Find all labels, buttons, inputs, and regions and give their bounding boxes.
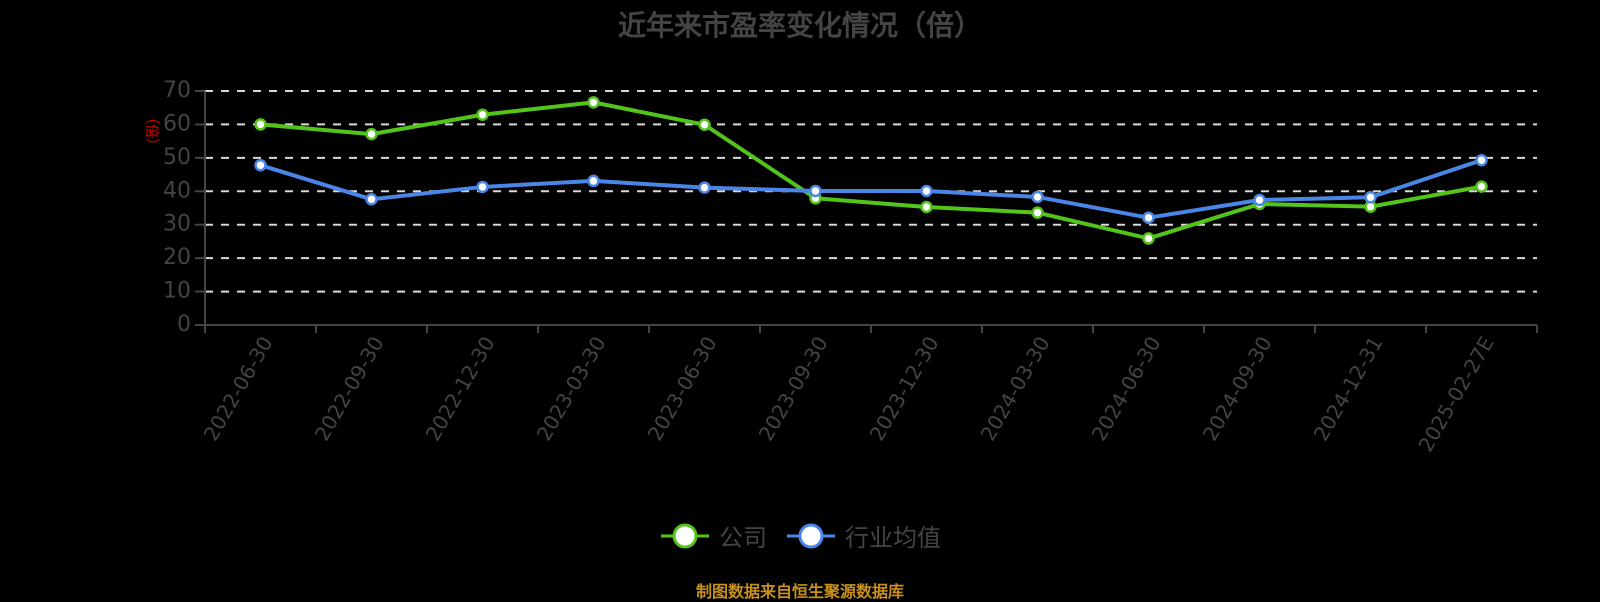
data-point[interactable] [1475, 180, 1488, 193]
legend-label: 行业均值 [845, 524, 941, 552]
x-axis: 2022-06-30 2022-09-30 2022-12-30 2023-03-30… [199, 324, 1538, 456]
series-industry-average [254, 153, 1488, 224]
x-tick-label: 2024-12-31 [1309, 332, 1388, 445]
data-point[interactable] [587, 96, 600, 109]
y-tick-label: 50 [163, 145, 191, 170]
legend: 公司 行业均值 [0, 518, 1600, 553]
y-axis-label: （倍） [143, 110, 159, 152]
x-tick-label: 2024-09-30 [1198, 332, 1277, 445]
data-point[interactable] [1475, 153, 1488, 167]
legend-marker-industry-icon [787, 523, 835, 548]
data-point[interactable] [1031, 206, 1044, 219]
x-tick-label: 2022-06-30 [199, 332, 278, 445]
y-tick-label: 30 [163, 212, 191, 237]
data-point[interactable] [1253, 193, 1266, 207]
y-tick-label: 70 [163, 78, 191, 103]
data-source-footer: 制图数据来自恒生聚源数据库 [695, 582, 904, 601]
y-tick-label: 60 [163, 111, 191, 136]
data-point[interactable] [587, 174, 600, 188]
data-point[interactable] [476, 180, 489, 194]
data-point[interactable] [1031, 190, 1044, 204]
data-point[interactable] [1142, 211, 1155, 224]
x-tick-label: 2022-12-30 [421, 332, 500, 445]
data-point[interactable] [254, 118, 267, 131]
x-tick-label: 2023-12-30 [865, 332, 944, 445]
data-point[interactable] [698, 118, 711, 132]
y-axis: 0 10 20 30 40 50 60 70 [163, 78, 206, 337]
chart-title: 近年来市盈率变化情况（倍） [617, 9, 982, 42]
data-point[interactable] [254, 158, 267, 172]
legend-item-industry-average[interactable]: 行业均值 [785, 518, 941, 553]
x-tick-label: 2024-06-30 [1087, 332, 1166, 445]
y-gridlines [205, 90, 1537, 293]
data-point[interactable] [698, 181, 711, 194]
x-tick-label: 2025-02-27E [1413, 332, 1498, 456]
x-tick-label: 2022-09-30 [310, 332, 389, 445]
x-tick-label: 2023-03-30 [532, 332, 611, 445]
x-tick-label: 2023-06-30 [643, 332, 722, 445]
data-point[interactable] [1364, 191, 1377, 204]
data-point[interactable] [365, 127, 378, 141]
series-company [254, 96, 1488, 245]
data-point[interactable] [920, 184, 933, 198]
y-tick-label: 10 [163, 279, 191, 304]
data-point[interactable] [365, 193, 378, 206]
y-tick-label: 0 [177, 312, 191, 337]
x-tick-label: 2024-03-30 [976, 332, 1055, 445]
data-point[interactable] [809, 184, 822, 198]
data-point[interactable] [1142, 232, 1155, 245]
data-point[interactable] [476, 108, 489, 121]
legend-label: 公司 [719, 524, 767, 552]
legend-item-company[interactable]: 公司 [659, 518, 767, 553]
y-tick-label: 20 [163, 245, 191, 270]
y-tick-label: 40 [163, 178, 191, 203]
x-tick-label: 2023-09-30 [754, 332, 833, 445]
legend-marker-company-icon [661, 523, 709, 548]
data-point[interactable] [920, 200, 933, 214]
